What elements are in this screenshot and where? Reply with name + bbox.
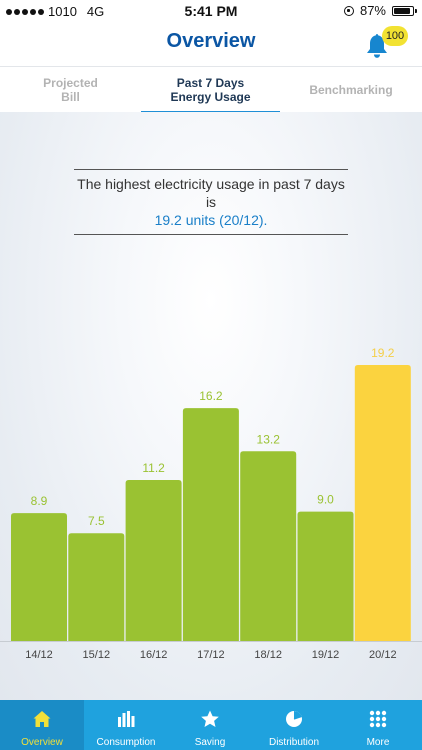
notification-badge: 100 bbox=[382, 26, 408, 46]
tab-past-7-days[interactable]: Past 7 Days Energy Usage bbox=[141, 67, 280, 113]
network-type: 4G bbox=[86, 4, 105, 19]
x-tick-label: 18/12 bbox=[254, 649, 282, 661]
x-tick-label: 14/12 bbox=[25, 649, 53, 661]
x-tick-label: 15/12 bbox=[83, 649, 111, 661]
home-icon bbox=[33, 711, 51, 727]
status-time: 5:41 PM bbox=[184, 3, 238, 19]
usage-summary: The highest electricity usage in past 7 … bbox=[74, 169, 348, 235]
x-tick-label: 20/12 bbox=[369, 649, 397, 661]
bar-16-12 bbox=[125, 480, 182, 641]
bar-19-12 bbox=[297, 511, 354, 641]
grid-icon bbox=[369, 710, 387, 728]
nav-more[interactable]: More bbox=[336, 700, 420, 750]
bar-20-12 bbox=[354, 365, 411, 641]
usage-bar-chart: 8.9 14/12 7.5 15/12 11.2 16/12 16.2 17/12 13.2 18… bbox=[0, 346, 422, 661]
carrier-name: 1010 bbox=[48, 4, 77, 19]
pie-chart-icon bbox=[286, 711, 302, 727]
nav-label: Consumption bbox=[96, 737, 156, 748]
rotation-lock-icon bbox=[343, 5, 354, 16]
bar-value-label: 19.2 bbox=[371, 346, 395, 360]
bar-15-12 bbox=[68, 533, 125, 641]
bar-value-label: 7.5 bbox=[88, 514, 105, 528]
tab-bar: Projected Bill Past 7 Days Energy Usage … bbox=[0, 66, 422, 114]
x-tick-label: 16/12 bbox=[140, 649, 168, 661]
battery-fill bbox=[394, 7, 410, 14]
battery-icon bbox=[392, 5, 417, 16]
battery-percent: 87% bbox=[359, 3, 386, 18]
nav-overview[interactable]: Overview bbox=[0, 700, 84, 750]
nav-label: Saving bbox=[194, 737, 226, 748]
tab-projected-bill[interactable]: Projected Bill bbox=[0, 67, 141, 113]
tab-benchmarking[interactable]: Benchmarking bbox=[280, 67, 422, 113]
nav-label: Overview bbox=[21, 737, 63, 748]
summary-top-divider bbox=[74, 169, 348, 170]
bar-chart-icon bbox=[118, 711, 135, 727]
tab-label: Projected Bill bbox=[43, 76, 98, 104]
notification-button[interactable]: 100 bbox=[364, 26, 408, 62]
summary-text: The highest electricity usage in past 7 … bbox=[77, 176, 345, 210]
tab-label: Past 7 Days Energy Usage bbox=[170, 76, 251, 104]
nav-saving[interactable]: Saving bbox=[168, 700, 252, 750]
bar-18-12 bbox=[240, 451, 297, 641]
nav-consumption[interactable]: Consumption bbox=[84, 700, 168, 750]
signal-icon bbox=[6, 8, 44, 15]
bar-value-label: 13.2 bbox=[257, 432, 281, 446]
summary-highlight: 19.2 units (20/12). bbox=[154, 212, 268, 228]
star-icon bbox=[201, 710, 219, 727]
x-tick-label: 19/12 bbox=[312, 649, 340, 661]
bottom-nav: Overview Consumption Saving Distribution… bbox=[0, 700, 422, 750]
nav-label: Distribution bbox=[268, 737, 320, 748]
bar-17-12 bbox=[182, 408, 239, 641]
status-right: 87% bbox=[343, 3, 417, 18]
x-tick-label: 17/12 bbox=[197, 649, 225, 661]
status-bar: 1010 4G 5:41 PM 87% bbox=[0, 0, 422, 22]
tab-label: Benchmarking bbox=[309, 83, 393, 97]
page-title: Overview bbox=[166, 30, 256, 52]
bar-value-label: 9.0 bbox=[317, 493, 334, 507]
bar-14-12 bbox=[11, 513, 67, 641]
header: Overview 100 bbox=[0, 22, 422, 66]
nav-label: More bbox=[366, 737, 390, 748]
bar-value-label: 11.2 bbox=[142, 461, 165, 475]
nav-distribution[interactable]: Distribution bbox=[252, 700, 336, 750]
bar-value-label: 8.9 bbox=[31, 494, 48, 508]
bar-value-label: 16.2 bbox=[199, 389, 223, 403]
status-left: 1010 4G bbox=[6, 4, 104, 19]
summary-bottom-divider bbox=[74, 234, 348, 235]
